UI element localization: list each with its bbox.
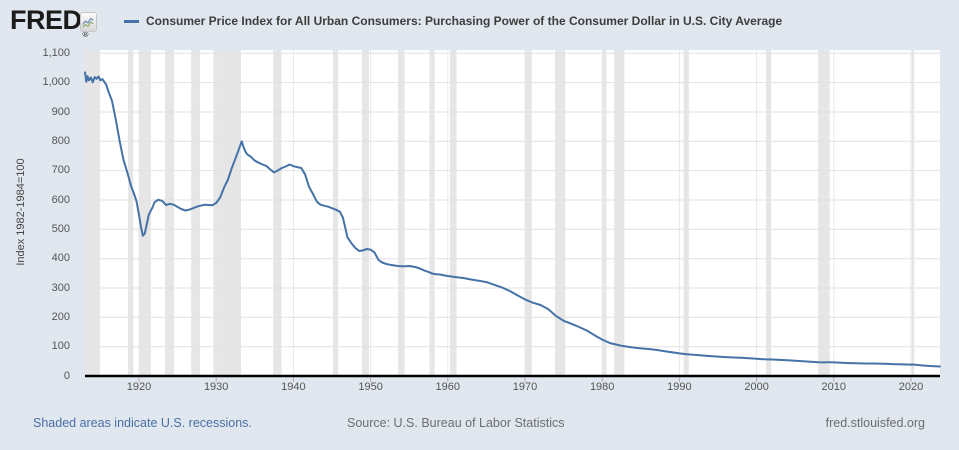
recession-band: [450, 50, 457, 376]
x-tick-label: 2000: [744, 381, 769, 393]
x-tick-label: 1950: [358, 381, 383, 393]
x-tick-label: 1940: [281, 381, 306, 393]
recessions-note-link[interactable]: Shaded areas indicate U.S. recessions.: [33, 416, 252, 430]
recession-band: [766, 50, 772, 376]
footer: Shaded areas indicate U.S. recessions. S…: [0, 414, 959, 434]
recession-band: [139, 50, 151, 376]
y-tick-label: 0: [63, 369, 70, 382]
x-tick-label: 1930: [203, 381, 229, 393]
x-tick-label: 2020: [898, 381, 924, 393]
x-tick-label: 1970: [512, 381, 538, 393]
recession-band: [818, 50, 830, 376]
recession-band: [602, 50, 607, 376]
recession-band: [191, 50, 200, 376]
y-tick-label: 200: [51, 310, 70, 323]
sparkline-icon-graphic: [82, 17, 94, 28]
x-tick-label: 1960: [435, 381, 461, 393]
y-tick-label: 800: [51, 134, 70, 147]
fred-logo-text: FRED: [10, 5, 82, 35]
y-tick-label: 400: [51, 252, 70, 265]
recession-band: [911, 50, 915, 376]
recession-band: [614, 50, 625, 376]
x-tick-label: 1920: [126, 381, 152, 393]
recession-band: [333, 50, 339, 376]
y-tick-label: 1,100: [42, 46, 70, 59]
x-tick-label: 2010: [821, 381, 847, 393]
source-text: Source: U.S. Bureau of Labor Statistics: [347, 416, 565, 430]
recession-band: [128, 50, 134, 376]
y-tick-label: 600: [51, 193, 70, 206]
y-tick-label: 700: [51, 164, 70, 177]
recession-band: [429, 50, 435, 376]
header: FRED® Consumer Price Index for All Urban…: [0, 0, 959, 46]
y-tick-label: 900: [51, 105, 70, 118]
legend-line-marker: [124, 20, 139, 23]
y-tick-label: 100: [51, 340, 70, 353]
recession-band: [524, 50, 532, 376]
x-tick-label: 1990: [667, 381, 692, 393]
plot-background: [85, 50, 940, 376]
site-link[interactable]: fred.stlouisfed.org: [825, 416, 925, 430]
recession-band: [165, 50, 175, 376]
y-tick-label: 300: [51, 281, 70, 294]
y-tick-label: 500: [51, 222, 70, 235]
recession-band: [398, 50, 405, 376]
recession-band: [213, 50, 241, 376]
y-tick-label: 1,000: [42, 76, 70, 89]
chart-title: Consumer Price Index for All Urban Consu…: [146, 14, 783, 28]
recession-band: [273, 50, 282, 376]
data-line: [84, 71, 941, 368]
recession-band: [85, 50, 101, 376]
fred-logo[interactable]: FRED®: [10, 5, 88, 39]
x-tick-label: 1980: [589, 381, 615, 393]
recession-band: [683, 50, 689, 376]
recession-band: [362, 50, 369, 376]
recession-band: [555, 50, 566, 376]
registered-trademark-symbol: ®: [82, 30, 89, 39]
fred-sparkline-icon: [80, 12, 97, 32]
